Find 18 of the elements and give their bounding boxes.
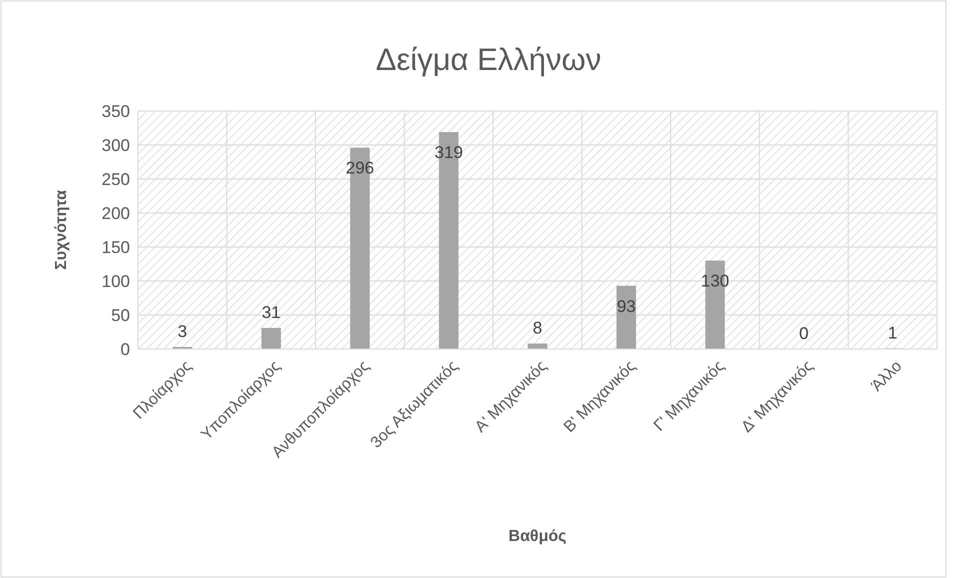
data-label: 93 bbox=[616, 296, 636, 316]
data-label: 130 bbox=[700, 272, 730, 291]
y-tick-label: 300 bbox=[102, 136, 130, 155]
chart-title: Δείγμα Ελλήνων bbox=[376, 42, 602, 77]
x-axis-title: Βαθμός bbox=[508, 528, 566, 545]
y-tick-label: 0 bbox=[120, 340, 130, 359]
data-label: 0 bbox=[799, 324, 809, 343]
data-label: 31 bbox=[262, 302, 281, 322]
y-axis-title: Συχνότητα bbox=[53, 190, 70, 270]
y-tick-label: 350 bbox=[102, 102, 130, 121]
data-label: 8 bbox=[532, 318, 542, 338]
y-tick-label: 200 bbox=[102, 204, 130, 223]
y-tick-label: 150 bbox=[102, 238, 130, 257]
data-label: 3 bbox=[178, 322, 188, 341]
y-tick-label: 250 bbox=[102, 170, 130, 189]
y-tick-label: 100 bbox=[102, 272, 130, 291]
y-tick-label: 50 bbox=[111, 306, 130, 325]
data-label: 1 bbox=[888, 323, 898, 342]
